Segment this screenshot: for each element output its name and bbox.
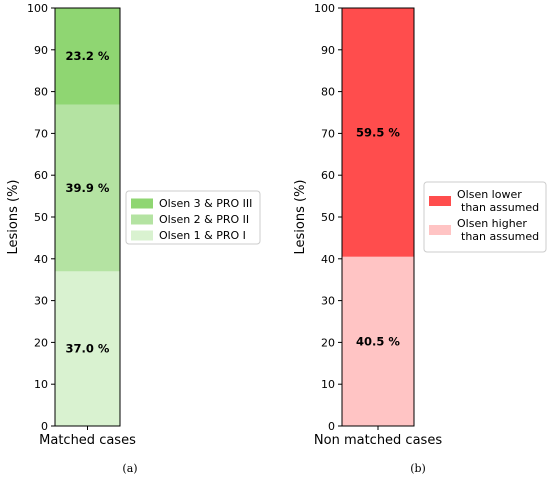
x-tick-label: Matched cases	[39, 433, 136, 448]
legend-label-2: Olsen higher than assumed	[457, 217, 539, 243]
legend-swatch-2	[429, 225, 451, 235]
y-tick-label: 70	[321, 127, 335, 140]
y-tick-label: 50	[34, 211, 48, 224]
data-label-2: 59.5 %	[356, 125, 400, 139]
y-tick-label: 60	[34, 169, 48, 182]
y-tick-label: 0	[328, 420, 335, 433]
data-label-2: 39.9 %	[66, 181, 110, 195]
y-tick-label: 60	[321, 169, 335, 182]
panel-caption: (a)	[122, 462, 137, 475]
y-tick-label: 50	[321, 211, 335, 224]
y-tick-label: 40	[321, 253, 335, 266]
y-tick-label: 20	[34, 336, 48, 349]
legend: Olsen 3 & PRO III Olsen 2 & PRO II Olsen 1…	[125, 190, 261, 245]
legend-swatch-1	[429, 196, 451, 206]
legend-box	[423, 181, 547, 253]
y-tick-label: 80	[321, 86, 335, 99]
data-label-1: 40.5 %	[356, 334, 400, 348]
y-tick-label: 100	[314, 2, 335, 15]
legend: Olsen lower than assumed Olsen higher than …	[423, 181, 547, 253]
bar-segment-3	[55, 7, 120, 105]
legend-swatch-1	[131, 198, 153, 209]
bar-segment-1	[55, 271, 120, 426]
y-tick-label: 70	[34, 127, 48, 140]
y-tick-label: 0	[41, 420, 48, 433]
y-tick-label: 10	[34, 378, 48, 391]
data-label-3: 23.2 %	[66, 49, 110, 63]
bar-segment-2	[342, 8, 414, 257]
legend-swatch-2	[131, 214, 153, 225]
y-tick-label: 90	[34, 44, 48, 57]
y-axis-label: Lesions (%)	[6, 180, 21, 255]
legend-swatch-3	[131, 230, 153, 241]
y-tick-label: 80	[34, 86, 48, 99]
y-axis-label: Lesions (%)	[293, 180, 308, 255]
y-tick-label: 90	[321, 44, 335, 57]
bar-segment-2	[55, 104, 120, 272]
y-tick-label: 30	[34, 295, 48, 308]
bar-segment-1	[342, 256, 414, 426]
legend-label-1: Olsen 3 & PRO III	[159, 197, 252, 210]
y-tick-label: 30	[321, 295, 335, 308]
chart-panel-2: 40.5 % 59.5 % 0 10 20 30 40 50 60 70 80 90 100 Lesion…	[293, 2, 547, 475]
y-tick-label: 40	[34, 253, 48, 266]
panel-caption: (b)	[410, 462, 426, 475]
data-label-1: 37.0 %	[66, 342, 110, 356]
legend-box	[125, 190, 261, 245]
legend-label-3: Olsen 1 & PRO I	[159, 229, 246, 242]
chart-panel-1: 37.0 % 39.9 % 23.2 % 0 10 20 30 40 50 60 70 80 90 100…	[6, 2, 261, 475]
legend-label-1: Olsen lower than assumed	[457, 188, 539, 214]
x-tick-label: Non matched cases	[314, 433, 442, 448]
y-tick-label: 20	[321, 336, 335, 349]
legend-label-2: Olsen 2 & PRO II	[159, 213, 249, 226]
y-tick-label: 10	[321, 378, 335, 391]
y-tick-label: 100	[27, 2, 48, 15]
